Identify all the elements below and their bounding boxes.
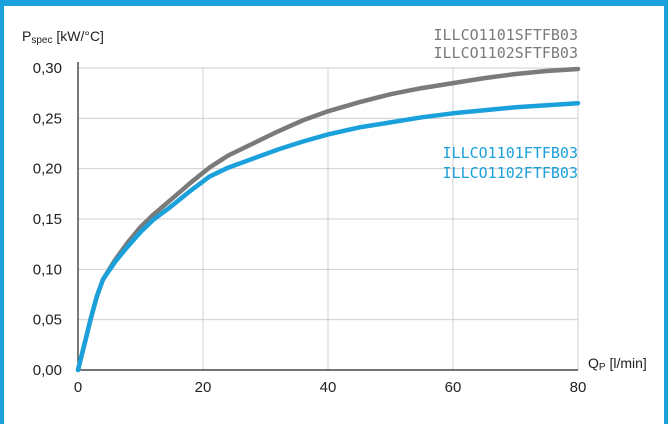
series-label: ILLCO1102FTFB03 [443, 164, 578, 182]
axes [77, 62, 578, 371]
x-tick-label: 40 [320, 379, 337, 396]
y-tick-label: 0,20 [33, 161, 62, 178]
grid-lines [78, 67, 579, 370]
x-tick-label: 80 [570, 379, 587, 396]
y-tick-label: 0,30 [33, 60, 62, 77]
y-axis-label-unit: [kW/°C] [52, 28, 103, 44]
series-label: ILLCO1101FTFB03 [443, 144, 578, 162]
x-tick-labels: 0 20 40 60 80 [74, 379, 587, 396]
y-tick-label: 0,00 [33, 362, 62, 379]
series-label: ILLCO1102SFTFB03 [434, 44, 579, 62]
series-label: ILLCO1101SFTFB03 [434, 26, 579, 44]
series-line-2 [75, 100, 581, 373]
x-axis-label-unit: [l/min] [606, 355, 647, 371]
x-axis-label-main: Q [588, 355, 599, 371]
x-axis-label-sub: P [599, 362, 606, 373]
y-tick-labels: 0,00 0,05 0,10 0,15 0,20 0,25 0,30 [33, 60, 62, 379]
y-tick-label: 0,10 [33, 261, 62, 278]
y-tick-label: 0,05 [33, 312, 62, 329]
y-tick-label: 0,15 [33, 211, 62, 228]
x-tick-label: 60 [445, 379, 462, 396]
y-axis-label-sub: spec [31, 35, 52, 46]
series-lines [75, 66, 581, 373]
x-axis-label: QP [l/min] [588, 355, 647, 373]
x-tick-label: 0 [74, 379, 82, 396]
y-axis-label-main: P [22, 28, 31, 44]
y-axis-label: Pspec [kW/°C] [22, 28, 104, 46]
x-tick-label: 20 [195, 379, 212, 396]
y-tick-label: 0,25 [33, 110, 62, 127]
